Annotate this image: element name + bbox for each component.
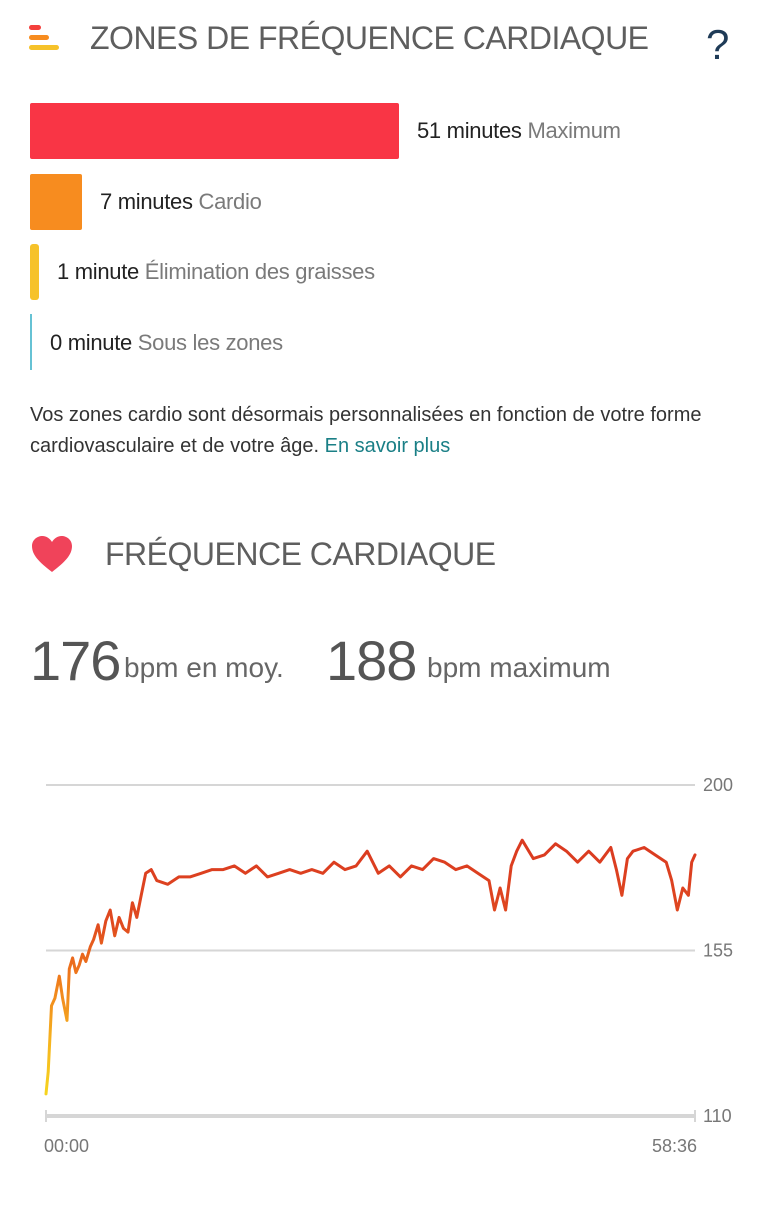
learn-more-link[interactable]: En savoir plus (324, 435, 451, 457)
help-icon[interactable]: ? (706, 21, 730, 68)
avg-bpm-unit: bpm en moy. (124, 652, 284, 683)
zone-bar-fat-burn (30, 244, 39, 300)
max-bpm-value: 188 (326, 629, 417, 692)
zone-fat-burn-name: Élimination des graisses (144, 259, 375, 284)
avg-bpm-value: 176 (30, 629, 121, 692)
zone-maximum-value: 51 minutes (417, 118, 522, 143)
y-tick-label: 155 (703, 941, 733, 961)
y-tick-label: 200 (703, 775, 733, 795)
zone-cardio-name: Cardio (198, 189, 262, 214)
zone-row-maximum: 51 minutes Maximum (417, 118, 621, 144)
zone-bar-maximum (30, 103, 399, 159)
zone-bar-cardio (30, 174, 82, 230)
y-tick-label: 110 (703, 1106, 732, 1126)
zone-cardio-value: 7 minutes (100, 189, 193, 214)
x-tick-label-end: 58:36 (652, 1136, 697, 1156)
heart-rate-section-title: FRÉQUENCE CARDIAQUE (105, 536, 496, 572)
max-bpm-unit: bpm maximum (427, 652, 611, 683)
heart-rate-series-line (44, 838, 697, 1096)
zone-bar-below-zones (30, 314, 32, 370)
zone-row-below-zones: 0 minute Sous les zones (50, 330, 283, 356)
heart-icon (32, 536, 72, 572)
zone-maximum-name: Maximum (527, 118, 621, 143)
zones-section-title: ZONES DE FRÉQUENCE CARDIAQUE (90, 20, 649, 56)
x-tick-label-start: 00:00 (44, 1136, 89, 1156)
zone-below-value: 0 minute (50, 330, 132, 355)
zone-below-name: Sous les zones (137, 330, 283, 355)
zones-bars-icon (29, 25, 61, 51)
zone-row-cardio: 7 minutes Cardio (100, 189, 262, 215)
zone-fat-burn-value: 1 minute (57, 259, 139, 284)
heart-rate-chart: 200 155 110 00:00 58:36 (44, 775, 733, 1156)
zones-description: Vos zones cardio sont désormais personna… (30, 400, 730, 462)
zone-row-fat-burn: 1 minute Élimination des graisses (57, 259, 375, 285)
zones-description-text: Vos zones cardio sont désormais personna… (30, 404, 702, 457)
